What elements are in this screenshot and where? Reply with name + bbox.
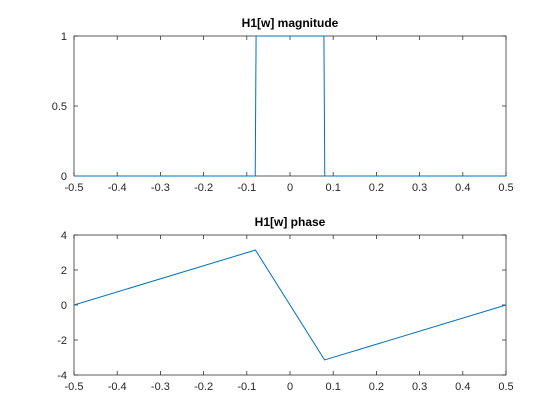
magnitude-xtick-label: -0.4 [108,182,127,194]
phase-xtick-label: 0 [287,381,293,393]
phase-ytick-label: -2 [57,335,67,347]
phase-line [73,249,507,361]
phase-xtick-label: -0.3 [151,381,170,393]
magnitude-subplot: H1[w] magnitude -0.5 -0.4 -0.3 -0.2 -0.1 0 0.1… [52,16,514,194]
magnitude-ytick-label: 0.5 [52,101,67,113]
phase-xtick-label: 0.3 [412,381,427,393]
magnitude-ticks: -0.5 -0.4 -0.3 -0.2 -0.1 0 0.1 0.2 0.3 0.4 0.5 0 0.5… [52,31,514,194]
magnitude-xtick-label: 0.4 [455,182,470,194]
magnitude-xtick-label: -0.3 [151,182,170,194]
phase-subplot: H1[w] phase -0.5 -0.4 -0.3 -0.2 -0.1 0 0.1 0.2 0… [57,215,513,393]
phase-xtick-label: -0.5 [65,381,84,393]
magnitude-xtick-label: -0.5 [65,182,84,194]
phase-ticks: -0.5 -0.4 -0.3 -0.2 -0.1 0 0.1 0.2 0.3 0.4 0.5 -4 -2… [57,230,513,393]
magnitude-xtick-label: 0.2 [369,182,384,194]
phase-xtick-label: 0.5 [498,381,513,393]
phase-ytick-label: 0 [61,300,67,312]
phase-ytick-label: -4 [57,370,67,382]
phase-ytick-label: 2 [61,265,67,277]
magnitude-series [74,35,506,177]
magnitude-xtick-label: 0 [287,182,293,194]
phase-series [73,249,507,361]
magnitude-ytick-label: 1 [61,31,67,43]
phase-xtick-label: 0.1 [326,381,341,393]
magnitude-xtick-label: -0.1 [237,182,256,194]
phase-title: H1[w] phase [255,215,326,229]
magnitude-xtick-label: 0.1 [326,182,341,194]
phase-xtick-label: -0.2 [194,381,213,393]
magnitude-title: H1[w] magnitude [242,16,339,30]
magnitude-xtick-label: -0.2 [194,182,213,194]
phase-xtick-label: -0.1 [237,381,256,393]
magnitude-axes-box [73,35,507,177]
phase-xtick-label: 0.4 [455,381,470,393]
magnitude-xtick-label: 0.5 [498,182,513,194]
phase-xtick-label: -0.4 [108,381,127,393]
phase-xtick-label: 0.2 [369,381,384,393]
magnitude-xtick-label: 0.3 [412,182,427,194]
phase-ytick-label: 4 [61,230,67,242]
magnitude-ytick-label: 0 [61,171,67,183]
magnitude-line [74,35,506,177]
